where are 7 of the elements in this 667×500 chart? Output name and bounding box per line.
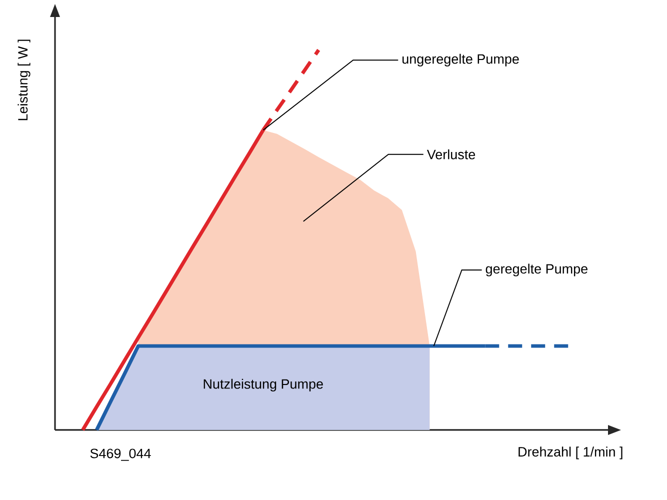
- annotation: geregelte Pumpe: [486, 264, 588, 276]
- y-axis-title: Leistung [ W ]: [18, 40, 30, 120]
- annotation: Verluste: [426, 149, 476, 160]
- annotation: Nutzleistung Pumpe: [204, 378, 323, 392]
- annotation: ungeregelte Pumpe: [402, 54, 519, 66]
- x-axis-title: Drehzahl [ 1/min ]: [518, 446, 622, 460]
- text: S469_044: [90, 448, 151, 461]
